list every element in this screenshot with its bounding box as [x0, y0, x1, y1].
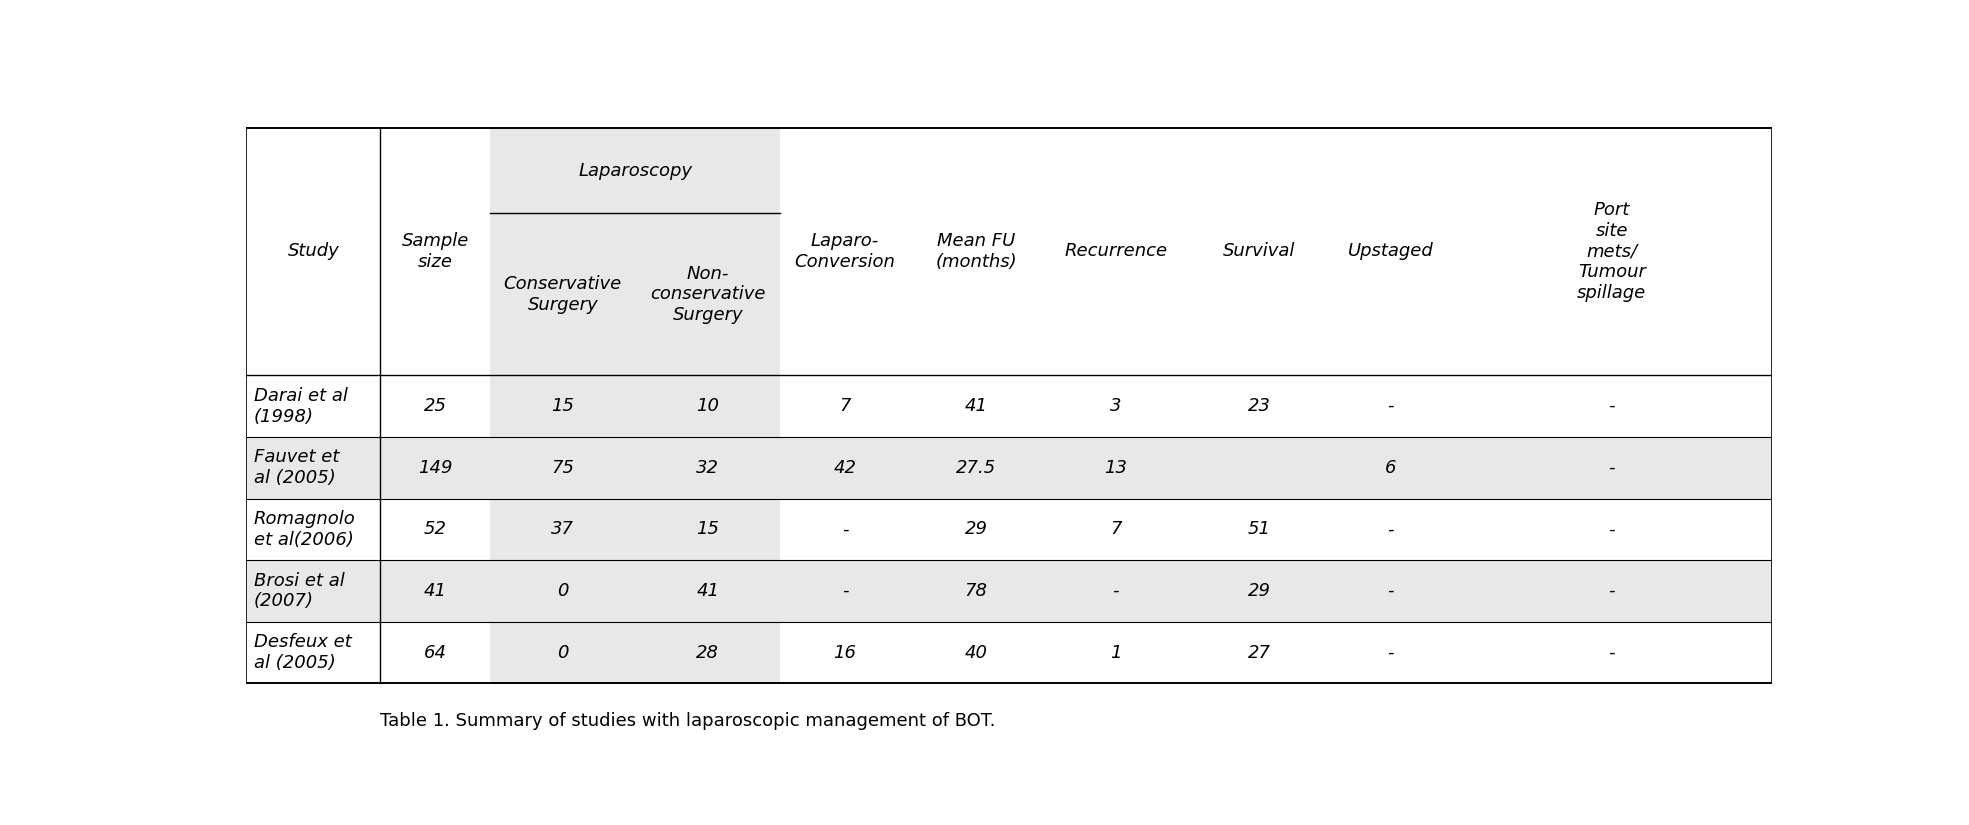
- Text: 16: 16: [833, 644, 857, 662]
- Bar: [490, 375, 636, 437]
- Text: 23: 23: [1248, 397, 1270, 415]
- Text: Port
site
mets/
Tumour
spillage: Port site mets/ Tumour spillage: [1577, 200, 1646, 302]
- Text: Fauvet et
al (2005): Fauvet et al (2005): [254, 448, 339, 488]
- Bar: [490, 128, 636, 375]
- Text: 3: 3: [1111, 397, 1122, 415]
- Bar: [490, 560, 636, 622]
- Text: Laparoscopy: Laparoscopy: [579, 162, 693, 180]
- Text: 37: 37: [551, 521, 575, 539]
- Text: 0: 0: [557, 644, 569, 662]
- Text: 51: 51: [1248, 521, 1270, 539]
- Bar: [246, 128, 1772, 683]
- Text: 15: 15: [697, 521, 719, 539]
- Bar: [636, 375, 780, 437]
- Text: Sample
size: Sample size: [402, 232, 469, 271]
- Bar: [636, 560, 780, 622]
- Text: 29: 29: [965, 521, 988, 539]
- Text: 10: 10: [697, 397, 719, 415]
- Text: 1: 1: [1111, 644, 1122, 662]
- Text: 29: 29: [1248, 582, 1270, 600]
- Text: -: -: [1112, 582, 1118, 600]
- Text: 13: 13: [1105, 459, 1128, 477]
- Text: 41: 41: [423, 582, 447, 600]
- Text: 27.5: 27.5: [957, 459, 996, 477]
- Text: -: -: [1609, 459, 1615, 477]
- Text: -: -: [1388, 397, 1394, 415]
- Text: 27: 27: [1248, 644, 1270, 662]
- Text: -: -: [1609, 582, 1615, 600]
- Text: Mean FU
(months): Mean FU (months): [935, 232, 1018, 271]
- Text: Non-
conservative
Surgery: Non- conservative Surgery: [650, 265, 766, 324]
- Bar: [490, 498, 636, 560]
- Text: Table 1. Summary of studies with laparoscopic management of BOT.: Table 1. Summary of studies with laparos…: [380, 712, 996, 730]
- Text: Laparo-
Conversion: Laparo- Conversion: [795, 232, 896, 271]
- Text: -: -: [843, 521, 849, 539]
- Text: 15: 15: [551, 397, 575, 415]
- Text: 6: 6: [1384, 459, 1396, 477]
- Text: 7: 7: [1111, 521, 1122, 539]
- Text: 32: 32: [697, 459, 719, 477]
- Text: Darai et al
(1998): Darai et al (1998): [254, 387, 349, 426]
- Text: 64: 64: [423, 644, 447, 662]
- Text: -: -: [1609, 521, 1615, 539]
- Text: 0: 0: [557, 582, 569, 600]
- Text: 52: 52: [423, 521, 447, 539]
- Text: -: -: [1388, 521, 1394, 539]
- Text: 25: 25: [423, 397, 447, 415]
- Text: Recurrence: Recurrence: [1065, 243, 1168, 261]
- Bar: [246, 437, 1772, 498]
- Text: 41: 41: [697, 582, 719, 600]
- Bar: [636, 622, 780, 683]
- Bar: [490, 437, 636, 498]
- Text: Upstaged: Upstaged: [1347, 243, 1433, 261]
- Text: 75: 75: [551, 459, 575, 477]
- Text: 149: 149: [417, 459, 453, 477]
- Text: -: -: [843, 582, 849, 600]
- Text: -: -: [1388, 644, 1394, 662]
- Text: Brosi et al
(2007): Brosi et al (2007): [254, 572, 345, 610]
- Text: 41: 41: [965, 397, 988, 415]
- Text: 40: 40: [965, 644, 988, 662]
- Text: Survival: Survival: [1223, 243, 1296, 261]
- Bar: [636, 498, 780, 560]
- Text: 42: 42: [833, 459, 857, 477]
- Text: Desfeux et
al (2005): Desfeux et al (2005): [254, 634, 352, 672]
- Text: 7: 7: [839, 397, 851, 415]
- Text: -: -: [1388, 582, 1394, 600]
- Text: -: -: [1609, 644, 1615, 662]
- Text: Romagnolo
et al(2006): Romagnolo et al(2006): [254, 510, 356, 549]
- Text: Study: Study: [287, 243, 339, 261]
- Text: 78: 78: [965, 582, 988, 600]
- Bar: [636, 128, 780, 375]
- Bar: [490, 622, 636, 683]
- Bar: [246, 560, 1772, 622]
- Bar: [636, 437, 780, 498]
- Text: -: -: [1609, 397, 1615, 415]
- Text: 28: 28: [697, 644, 719, 662]
- Text: Conservative
Surgery: Conservative Surgery: [504, 275, 622, 314]
